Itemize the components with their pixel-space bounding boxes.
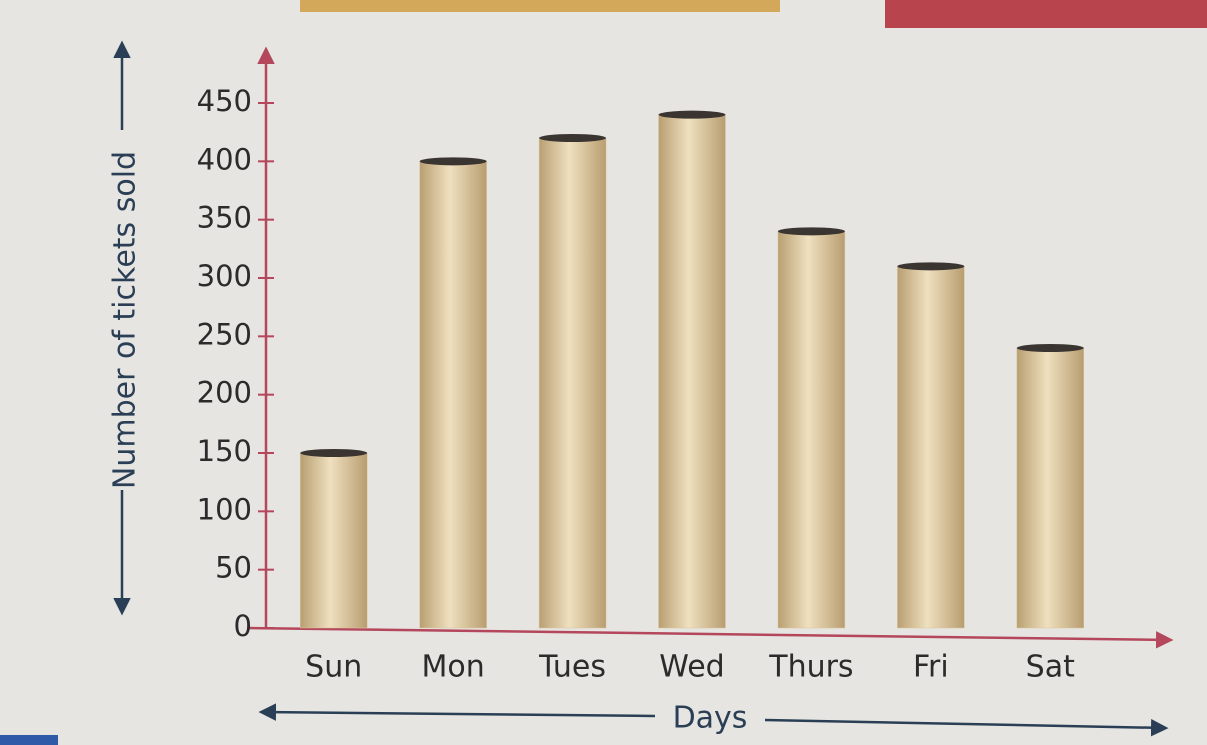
- y-tick-label: 50: [215, 551, 252, 585]
- bar: [300, 453, 367, 628]
- x-tick-label: Sun: [305, 650, 362, 685]
- y-tick-label: 100: [197, 492, 252, 526]
- x-tick-label: Tues: [538, 650, 606, 685]
- x-tick-label: Mon: [422, 650, 485, 685]
- bar-cap: [300, 449, 367, 457]
- bar-cap: [420, 157, 487, 165]
- bar: [778, 231, 845, 628]
- bar-cap: [539, 134, 606, 142]
- chart: Number of tickets sold Days 0 50 100 150 200…: [0, 0, 1207, 745]
- y-tick-label: 0: [234, 609, 252, 643]
- y-tick-label: 400: [197, 142, 252, 176]
- bar: [420, 161, 487, 628]
- x-tick-label: Fri: [913, 650, 949, 685]
- y-tick-label: 200: [197, 376, 252, 410]
- x-tick-label: Wed: [659, 650, 724, 685]
- bar: [897, 266, 964, 628]
- x-axis-title: Days: [673, 701, 748, 736]
- x-tick-label: Sat: [1026, 650, 1075, 685]
- y-axis-title: Number of tickets sold: [108, 151, 143, 489]
- bar-cap: [1017, 344, 1084, 352]
- bar: [659, 115, 726, 628]
- y-tick-label: 250: [197, 317, 252, 351]
- y-tick-label: 450: [197, 84, 252, 118]
- page-strip: [300, 0, 780, 12]
- bar-cap: [659, 111, 726, 119]
- bar-cap: [897, 262, 964, 270]
- bar-cap: [778, 227, 845, 235]
- y-tick-label: 300: [197, 259, 252, 293]
- y-tick-label: 150: [197, 434, 252, 468]
- page-strip: [885, 0, 1207, 28]
- bar: [539, 138, 606, 628]
- bar: [1017, 348, 1084, 628]
- x-tick-label: Thurs: [768, 650, 853, 685]
- page-strip: [0, 735, 58, 745]
- y-tick-label: 350: [197, 201, 252, 235]
